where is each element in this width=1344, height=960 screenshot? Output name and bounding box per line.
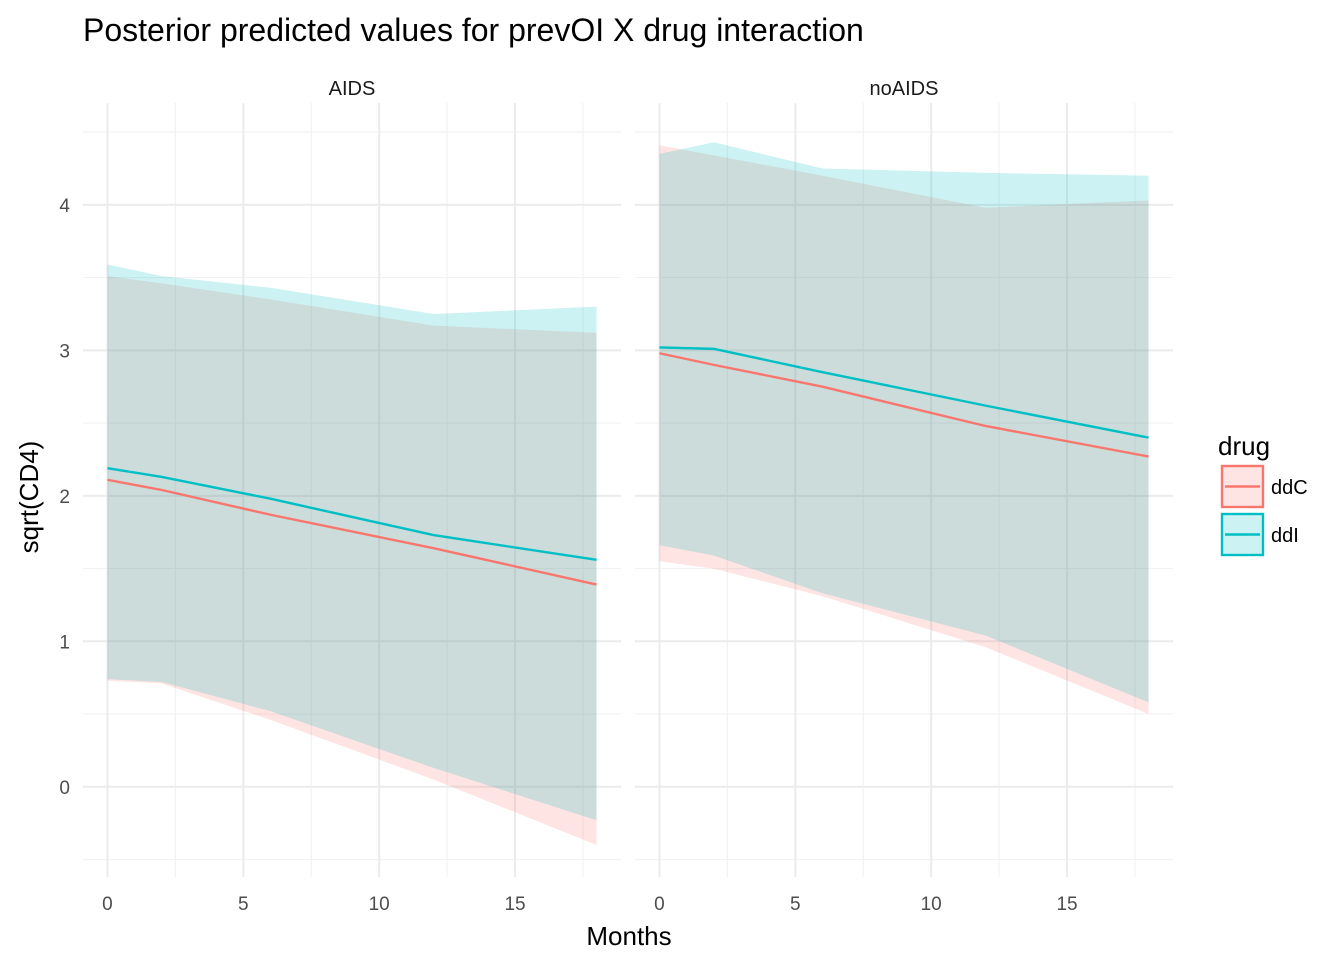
facet-panels: AIDS 0 5 10 15 0 1 2 3 4 noAIDS 0 5 10 15 <box>59 78 1173 915</box>
y-tick-label: 1 <box>59 632 70 653</box>
x-tick-label: 0 <box>102 894 113 915</box>
y-tick-label: 2 <box>59 487 70 508</box>
legend-label: ddC <box>1271 477 1308 499</box>
x-tick-label: 5 <box>238 894 249 915</box>
ribbon-ddI <box>107 264 597 821</box>
ribbon-ddC <box>659 145 1149 715</box>
legend: drug ddC ddI <box>1218 431 1308 557</box>
x-axis-title: Months <box>586 921 671 951</box>
x-tick-label: 0 <box>654 894 665 915</box>
facet-strip-label: AIDS <box>329 78 376 100</box>
x-tick-label: 10 <box>369 894 390 915</box>
grid <box>83 103 621 877</box>
grid <box>635 103 1173 877</box>
legend-key-ddI: ddI <box>1220 512 1299 557</box>
x-tick-label: 15 <box>504 894 525 915</box>
legend-key-ddC: ddC <box>1220 464 1308 509</box>
x-tick-label: 15 <box>1056 894 1077 915</box>
y-axis-title: sqrt(CD4) <box>14 441 44 554</box>
y-tick-label: 0 <box>59 778 70 799</box>
panel-noAIDS: noAIDS 0 5 10 15 <box>635 78 1173 915</box>
chart-title: Posterior predicted values for prevOI X … <box>83 12 864 48</box>
legend-label: ddI <box>1271 525 1299 547</box>
legend-title: drug <box>1218 431 1270 461</box>
mean-line-ddI <box>107 466 597 562</box>
x-tick-label: 5 <box>790 894 801 915</box>
x-tick-label: 10 <box>921 894 942 915</box>
ribbon-ddI <box>659 142 1149 703</box>
mean-line-ddC <box>659 352 1149 458</box>
facet-strip-label: noAIDS <box>870 78 939 100</box>
mean-line-ddI <box>659 346 1149 439</box>
ribbon-ddC <box>107 276 597 845</box>
y-tick-label: 3 <box>59 341 70 362</box>
y-tick-label: 4 <box>59 196 70 217</box>
mean-line-ddC <box>107 478 597 586</box>
panel-AIDS: AIDS 0 5 10 15 0 1 2 3 4 <box>59 78 621 915</box>
